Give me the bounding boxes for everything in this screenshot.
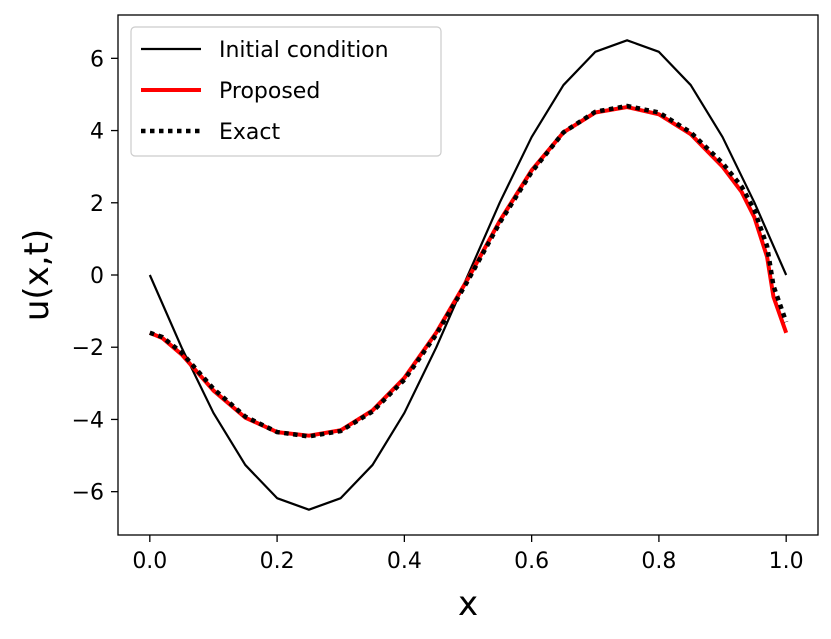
x-tick-label: 0.2: [260, 549, 295, 574]
x-axis-ticks: 0.0 0.2 0.4 0.6 0.8 1.0: [132, 535, 804, 574]
x-tick-label: 0.8: [641, 549, 676, 574]
legend-label-1: Proposed: [219, 79, 320, 104]
x-axis-title: x: [458, 584, 478, 624]
y-tick-label: 4: [90, 120, 104, 145]
x-tick-label: 0.6: [514, 549, 549, 574]
legend-label-2: Exact: [219, 120, 280, 145]
y-tick-label: −4: [72, 408, 104, 433]
y-tick-label: 0: [90, 264, 104, 289]
x-tick-label: 0.0: [132, 549, 167, 574]
legend-label-0: Initial condition: [219, 38, 389, 63]
y-axis-title: u(x,t): [17, 229, 57, 321]
series-line-2: [149, 103, 789, 439]
series-layer: [148, 39, 789, 511]
y-axis-ticks: −6 −4 −2 0 2 4 6: [72, 47, 118, 506]
y-tick-label: −6: [72, 481, 104, 506]
x-tick-label: 0.4: [387, 549, 422, 574]
y-tick-label: 6: [90, 47, 104, 72]
legend: Initial condition Proposed Exact: [130, 26, 442, 157]
y-tick-label: −2: [72, 336, 104, 361]
legend-box: [130, 26, 442, 157]
x-tick-label: 1.0: [769, 549, 804, 574]
y-tick-label: 2: [90, 192, 104, 217]
